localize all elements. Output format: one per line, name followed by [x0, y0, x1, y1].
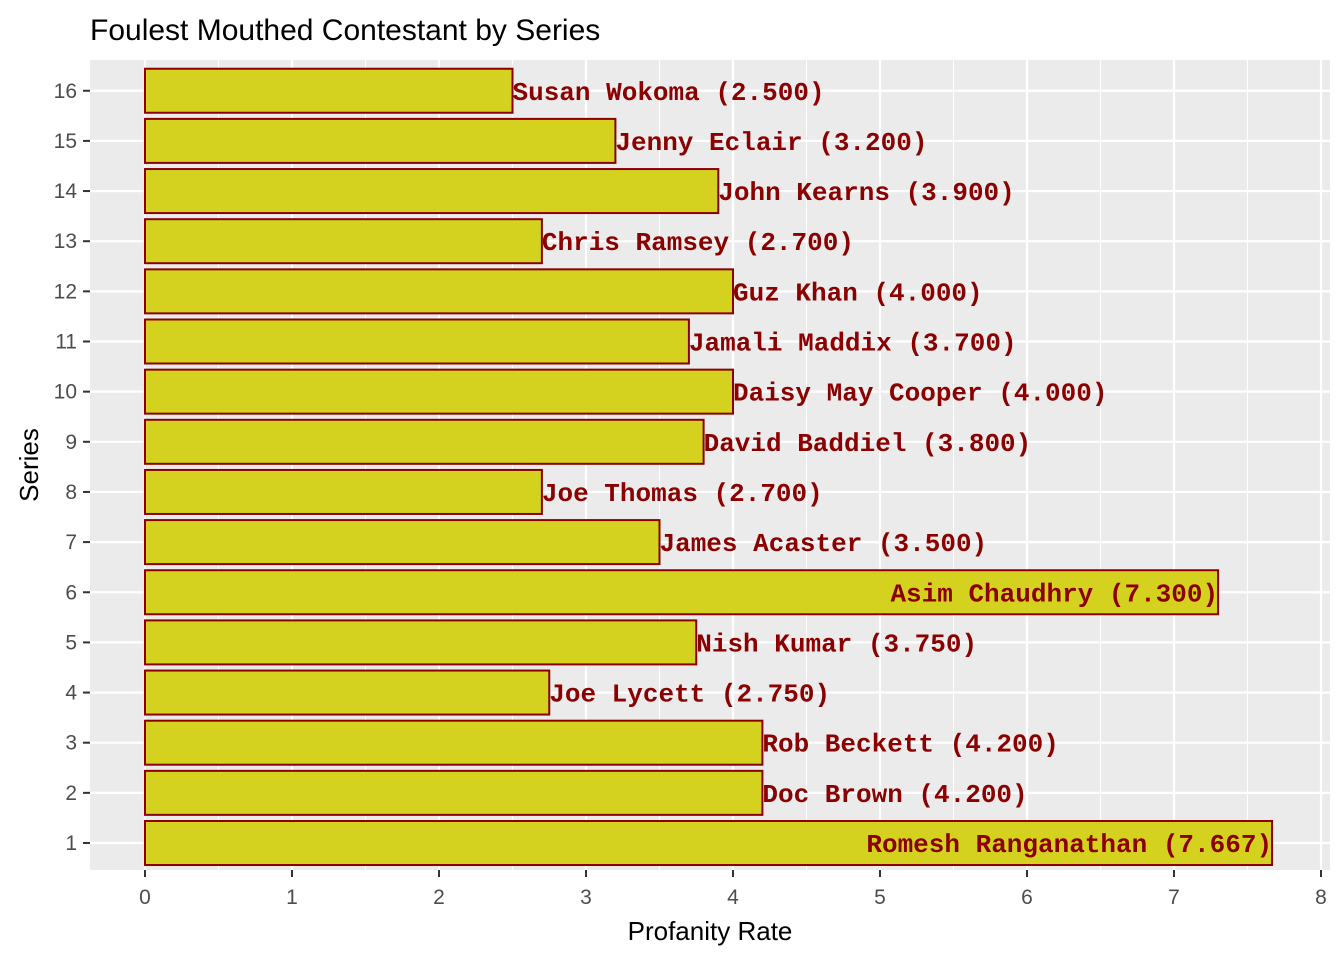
bar — [144, 619, 698, 666]
bar-label: Jenny Eclair (3.200) — [615, 128, 927, 158]
y-tick-label: 10 — [54, 381, 77, 404]
bar — [144, 820, 1274, 866]
x-tick-label: 7 — [1168, 886, 1180, 909]
x-axis-title: Profanity Rate — [628, 916, 793, 946]
bar-labels: Romesh Ranganathan (7.667) Doc Brown (4.2… — [513, 78, 1273, 860]
y-tick-label: 14 — [54, 180, 78, 203]
y-tick-label: 2 — [65, 782, 77, 805]
bar — [144, 67, 514, 114]
bar-label: Susan Wokoma (2.500) — [513, 78, 825, 108]
y-tick-label: 3 — [65, 732, 77, 755]
bar-label: Joe Lycett (2.750) — [549, 680, 830, 710]
bar-label: John Kearns (3.900) — [718, 178, 1014, 208]
x-tick-label: 3 — [580, 886, 592, 909]
bar — [144, 117, 617, 164]
bar-label: Romesh Ranganathan (7.667) — [866, 830, 1272, 860]
x-tick-label: 5 — [874, 886, 886, 909]
y-tick-label: 8 — [65, 481, 77, 504]
y-tick-label: 1 — [65, 832, 77, 855]
y-tick-label: 15 — [54, 130, 77, 153]
bar — [144, 268, 734, 315]
bar — [144, 769, 764, 816]
y-tick-label: 9 — [65, 431, 77, 454]
bar-label: Nish Kumar (3.750) — [696, 629, 977, 659]
x-tick-label: 8 — [1315, 886, 1327, 909]
bar — [144, 318, 690, 365]
bar — [144, 569, 1220, 616]
bar — [144, 218, 543, 265]
bar-label: Asim Chaudhry (7.300) — [890, 579, 1218, 609]
bar-label: Joe Thomas (2.700) — [542, 479, 823, 509]
bar — [144, 468, 543, 515]
bar-label: Jamali Maddix (3.700) — [689, 329, 1017, 359]
y-tick-label: 7 — [65, 531, 77, 554]
y-tick-label: 13 — [54, 230, 77, 253]
y-tick-label: 5 — [65, 631, 77, 654]
x-tick-label: 1 — [286, 886, 298, 909]
bar-label: Guz Khan (4.000) — [733, 278, 983, 308]
x-tick-label: 2 — [433, 886, 445, 909]
bar-label: David Baddiel (3.800) — [704, 429, 1032, 459]
bar-label: Daisy May Cooper (4.000) — [733, 379, 1107, 409]
y-tick-label: 4 — [65, 682, 77, 705]
bar — [144, 418, 705, 465]
y-axis-title: Series — [14, 428, 44, 502]
x-tick-label: 6 — [1021, 886, 1033, 909]
bar-label: James Acaster (3.500) — [660, 529, 988, 559]
bar-label: Rob Beckett (4.200) — [762, 730, 1058, 760]
bar — [144, 168, 720, 215]
bar — [144, 719, 764, 766]
bars — [144, 67, 1274, 866]
bar-label: Doc Brown (4.200) — [762, 780, 1027, 810]
y-tick-label: 11 — [55, 331, 77, 354]
bar — [144, 669, 551, 716]
chart-title: Foulest Mouthed Contestant by Series — [90, 14, 600, 47]
x-axis: 0 1 2 3 4 5 6 7 8 — [139, 870, 1327, 909]
bar-label: Chris Ramsey (2.700) — [542, 228, 854, 258]
x-tick-label: 0 — [139, 886, 151, 909]
y-tick-label: 6 — [65, 581, 77, 604]
x-tick-label: 4 — [727, 886, 739, 909]
y-tick-label: 12 — [54, 280, 77, 303]
y-tick-label: 16 — [54, 80, 77, 103]
bar — [144, 519, 661, 566]
bar — [144, 368, 734, 415]
